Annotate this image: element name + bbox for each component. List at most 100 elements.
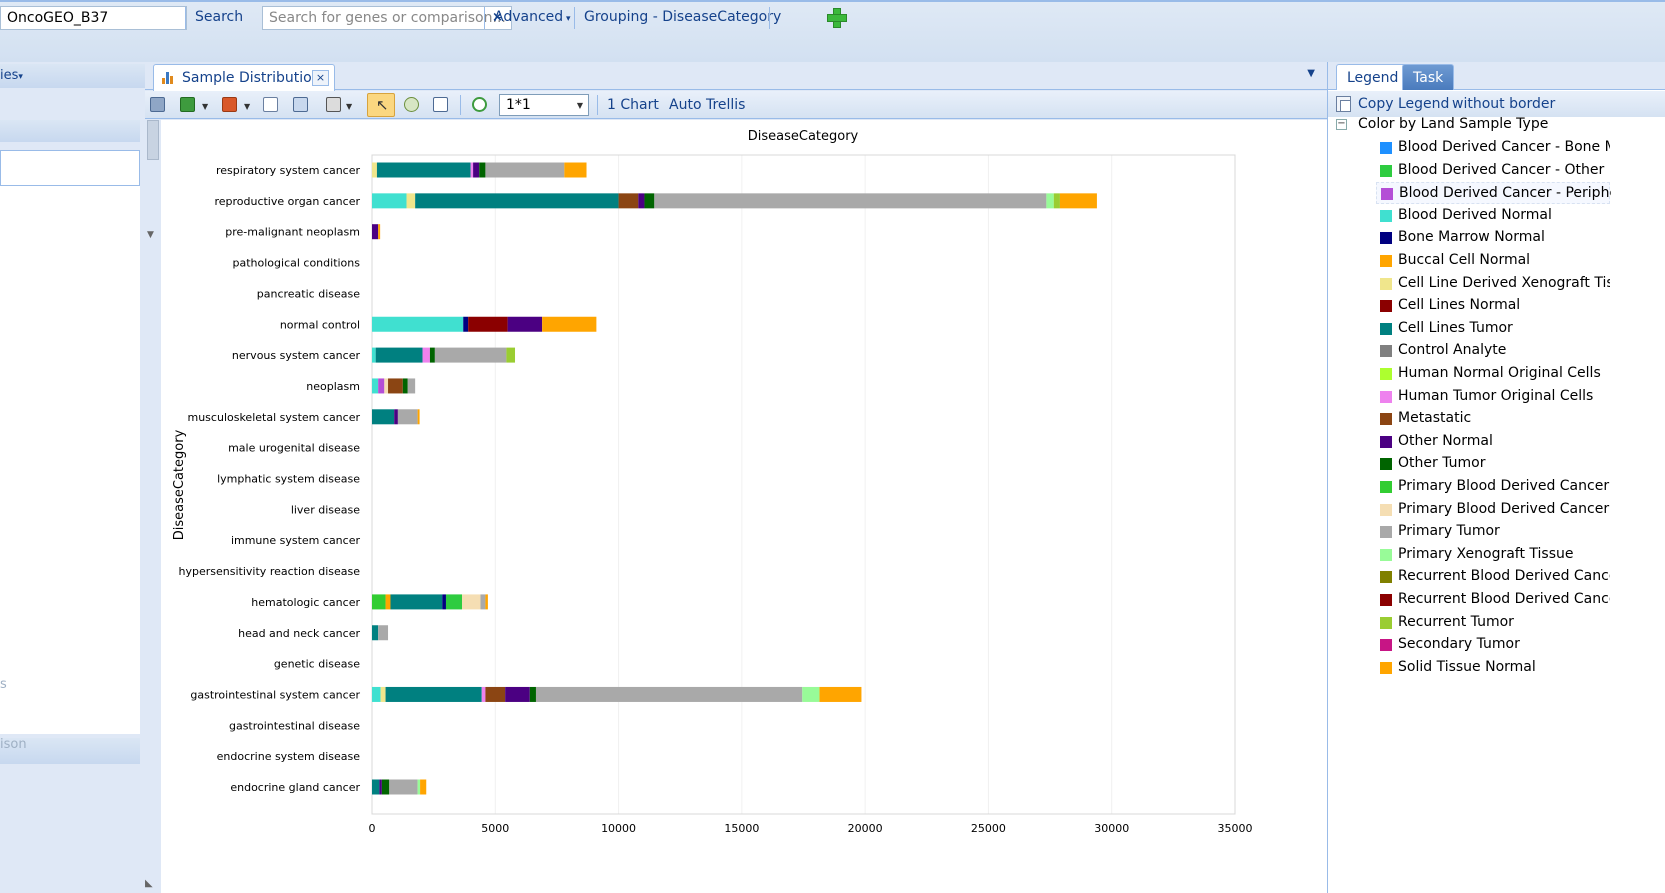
bar-segment[interactable]: [485, 594, 488, 610]
chevron-down-icon[interactable]: ▼: [244, 102, 251, 111]
legend-item[interactable]: Control Analyte: [1376, 340, 1610, 362]
bar-segment[interactable]: [461, 594, 481, 610]
auto-trellis-button[interactable]: Auto Trellis: [669, 97, 746, 113]
legend-item[interactable]: Recurrent Blood Derived Cancer...: [1376, 566, 1610, 588]
bar-segment[interactable]: [468, 316, 508, 332]
legend-item[interactable]: Primary Blood Derived Cancer - ...: [1376, 499, 1610, 521]
bar-segment[interactable]: [372, 779, 380, 795]
tab-task[interactable]: Task: [1402, 64, 1455, 90]
bar-segment[interactable]: [402, 378, 408, 394]
bar-segment[interactable]: [415, 193, 619, 209]
fit-to-screen-icon[interactable]: [432, 96, 450, 114]
bar-segment[interactable]: [380, 686, 386, 702]
legend-item[interactable]: Recurrent Tumor: [1376, 612, 1610, 634]
bar-segment[interactable]: [1046, 193, 1054, 209]
advanced-button[interactable]: Advanced ▾: [494, 9, 571, 25]
close-icon[interactable]: ×: [312, 70, 329, 86]
bar-segment[interactable]: [802, 686, 820, 702]
bar-segment[interactable]: [372, 193, 407, 209]
bar-segment[interactable]: [394, 409, 398, 425]
bar-segment[interactable]: [385, 686, 482, 702]
bar-segment[interactable]: [417, 779, 421, 795]
tab-menu-icon[interactable]: ▼: [1307, 68, 1315, 79]
bar-segment[interactable]: [529, 686, 536, 702]
layout-select[interactable]: 1*1 ▼: [499, 94, 589, 116]
bar-segment[interactable]: [1053, 193, 1060, 209]
bar-segment[interactable]: [479, 162, 486, 178]
bar-segment[interactable]: [389, 779, 418, 795]
bar-segment[interactable]: [442, 594, 446, 610]
bar-segment[interactable]: [638, 193, 645, 209]
legend-item[interactable]: Buccal Cell Normal: [1376, 250, 1610, 272]
bar-segment[interactable]: [618, 193, 639, 209]
bar-segment[interactable]: [372, 162, 377, 178]
settings-icon[interactable]: [149, 96, 167, 114]
copy-legend-button[interactable]: Copy Legend: [1358, 96, 1450, 112]
without-border-option[interactable]: without border: [1452, 96, 1556, 112]
left-panel-header[interactable]: ies▾: [0, 64, 145, 88]
bar-segment[interactable]: [372, 316, 464, 332]
scrollbar-thumb[interactable]: [147, 120, 159, 160]
bar-segment[interactable]: [406, 193, 416, 209]
add-icon[interactable]: [827, 8, 847, 28]
bar-segment[interactable]: [505, 686, 530, 702]
scroll-arrow-icon[interactable]: ▼: [147, 230, 154, 240]
bar-segment[interactable]: [372, 224, 379, 240]
bar-segment[interactable]: [564, 162, 587, 178]
legend-item[interactable]: Solid Tissue Normal: [1376, 657, 1610, 679]
legend-item[interactable]: Blood Derived Cancer - Bone M...: [1376, 137, 1610, 159]
search-input[interactable]: Search for genes or comparison...: [262, 6, 512, 30]
bar-segment[interactable]: [385, 594, 391, 610]
legend-item[interactable]: Secondary Tumor: [1376, 634, 1610, 656]
legend-item[interactable]: Blood Derived Normal: [1376, 205, 1610, 227]
bar-segment[interactable]: [417, 409, 420, 425]
powerpoint-export-icon[interactable]: [221, 96, 239, 114]
legend-item[interactable]: Cell Line Derived Xenograft Tissue: [1376, 273, 1610, 295]
bar-segment[interactable]: [384, 378, 389, 394]
bar-segment[interactable]: [819, 686, 862, 702]
bar-segment[interactable]: [434, 347, 507, 363]
bar-segment[interactable]: [480, 594, 486, 610]
chevron-down-icon[interactable]: ▼: [202, 102, 209, 111]
bar-segment[interactable]: [372, 594, 386, 610]
legend-item[interactable]: Other Tumor: [1376, 453, 1610, 475]
bar-segment[interactable]: [506, 347, 516, 363]
bar-segment[interactable]: [535, 686, 803, 702]
bar-segment[interactable]: [372, 409, 395, 425]
bar-segment[interactable]: [542, 316, 597, 332]
refresh-icon[interactable]: [471, 96, 489, 114]
bar-segment[interactable]: [1059, 193, 1097, 209]
bar-segment[interactable]: [388, 378, 403, 394]
bar-segment[interactable]: [376, 162, 471, 178]
resize-corner-icon[interactable]: ◣: [145, 878, 153, 889]
bar-segment[interactable]: [379, 779, 382, 795]
pointer-tool-button[interactable]: ↖: [367, 93, 395, 117]
legend-item[interactable]: Primary Blood Derived Cancer - ...: [1376, 476, 1610, 498]
bar-segment[interactable]: [381, 779, 390, 795]
legend-item[interactable]: Blood Derived Cancer - Peripher...: [1376, 182, 1611, 205]
legend-item[interactable]: Metastatic: [1376, 408, 1610, 430]
bar-segment[interactable]: [372, 686, 381, 702]
bar-segment[interactable]: [372, 625, 379, 641]
bar-segment[interactable]: [372, 378, 379, 394]
bar-segment[interactable]: [378, 378, 385, 394]
legend-item[interactable]: Blood Derived Cancer - Other: [1376, 160, 1610, 182]
legend-item[interactable]: Primary Tumor: [1376, 521, 1610, 543]
left-panel-input[interactable]: [0, 150, 140, 186]
bar-segment[interactable]: [407, 378, 416, 394]
bar-segment[interactable]: [470, 162, 474, 178]
legend-item[interactable]: Human Normal Original Cells: [1376, 363, 1610, 385]
bar-segment[interactable]: [420, 779, 427, 795]
bar-segment[interactable]: [372, 347, 376, 363]
excel-export-icon[interactable]: [179, 96, 197, 114]
copy-icon[interactable]: [1336, 96, 1351, 112]
legend-item[interactable]: Recurrent Blood Derived Cancer...: [1376, 589, 1610, 611]
bar-segment[interactable]: [445, 594, 462, 610]
pin-icon[interactable]: [403, 96, 421, 114]
bar-segment[interactable]: [390, 594, 443, 610]
legend-item[interactable]: Cell Lines Normal: [1376, 295, 1610, 317]
bar-segment[interactable]: [375, 347, 423, 363]
clear-search-icon[interactable]: ×: [492, 10, 503, 25]
bar-segment[interactable]: [378, 224, 381, 240]
grouping-button[interactable]: Grouping - DiseaseCategory: [584, 9, 782, 25]
